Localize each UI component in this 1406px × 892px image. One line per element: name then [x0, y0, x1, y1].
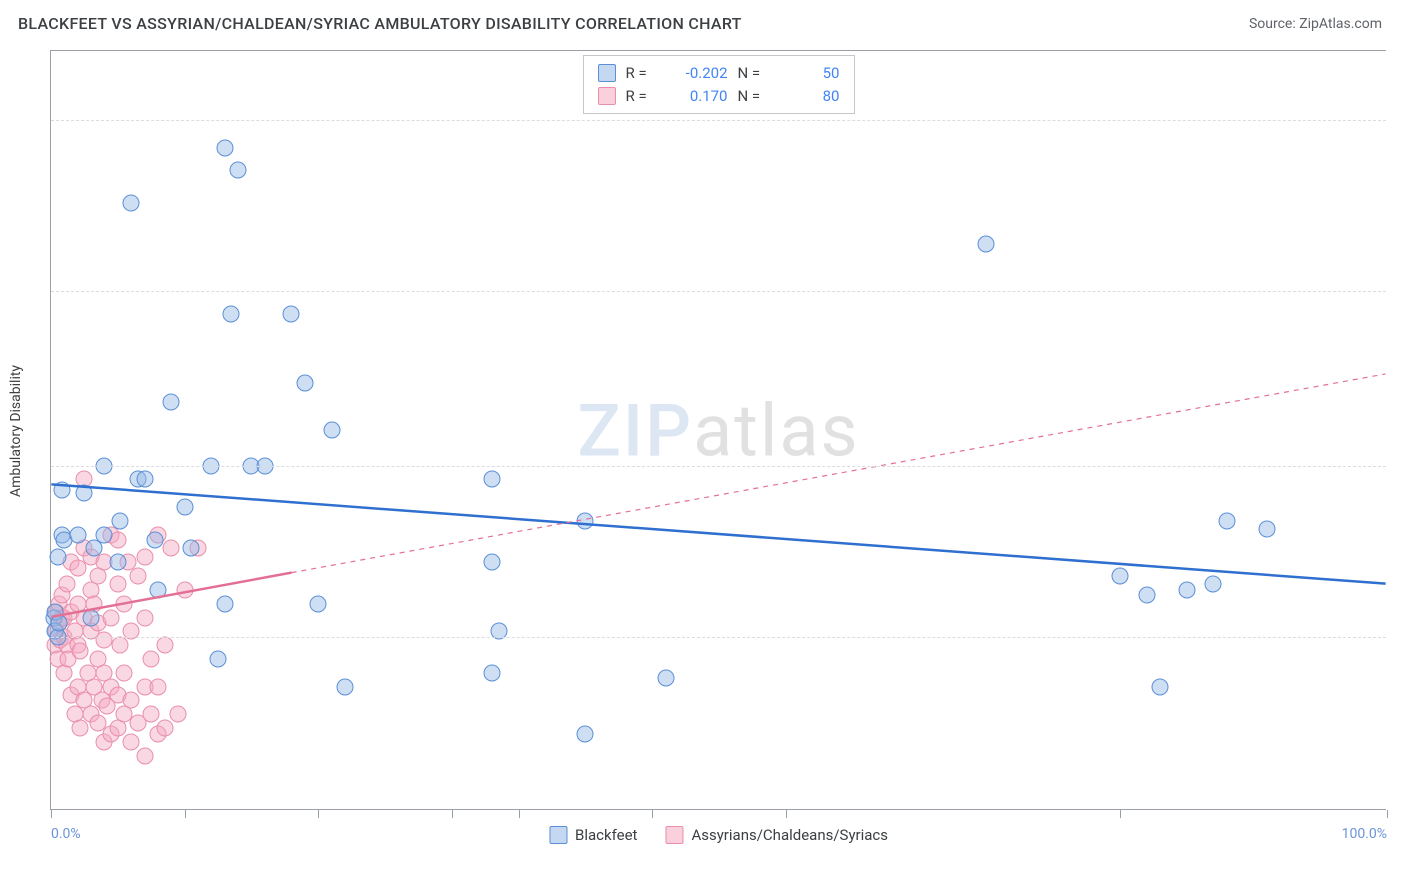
legend-stats-row-2: R = 0.170 N = 80 — [598, 85, 840, 108]
x-tick-label: 100.0% — [1342, 826, 1387, 842]
legend-stats-row-1: R = -0.202 N = 50 — [598, 62, 840, 85]
x-tick — [652, 810, 653, 818]
legend-label-2: Assyrians/Chaldeans/Syriacs — [691, 826, 888, 844]
x-tick — [1387, 810, 1388, 818]
y-tick-label: 6.3% — [1394, 629, 1406, 645]
legend-item-2: Assyrians/Chaldeans/Syriacs — [665, 826, 888, 844]
chart-plot-area: Ambulatory Disability ZIPatlas R = -0.20… — [50, 50, 1386, 810]
x-tick — [786, 810, 787, 818]
y-axis-label: Ambulatory Disability — [8, 364, 24, 496]
x-tick-label: 0.0% — [51, 826, 81, 842]
trend-lines-layer — [51, 51, 1386, 810]
x-tick — [452, 810, 453, 818]
swatch-series-2 — [665, 826, 683, 844]
x-tick — [185, 810, 186, 818]
gridline — [51, 466, 1386, 467]
legend-r-value-2: 0.170 — [668, 85, 728, 108]
legend-stats: R = -0.202 N = 50 R = 0.170 N = 80 — [583, 55, 855, 114]
trend-line — [51, 484, 1385, 583]
swatch-series-1 — [549, 826, 567, 844]
gridline — [51, 637, 1386, 638]
y-tick-label: 12.5% — [1394, 458, 1406, 474]
swatch-series-2 — [598, 87, 616, 105]
trend-line — [51, 573, 291, 617]
x-tick — [519, 810, 520, 818]
x-tick — [318, 810, 319, 818]
legend-series: Blackfeet Assyrians/Chaldeans/Syriacs — [549, 826, 888, 844]
legend-n-label: N = — [738, 85, 770, 108]
legend-n-label: N = — [738, 62, 770, 85]
legend-item-1: Blackfeet — [549, 826, 637, 844]
x-tick — [51, 810, 52, 818]
legend-r-label: R = — [626, 62, 658, 85]
x-tick — [1120, 810, 1121, 818]
legend-n-value-2: 80 — [780, 85, 840, 108]
swatch-series-1 — [598, 64, 616, 82]
gridline — [51, 120, 1386, 121]
gridline — [51, 291, 1386, 292]
y-tick-label: 25.0% — [1394, 112, 1406, 128]
chart-title: BLACKFEET VS ASSYRIAN/CHALDEAN/SYRIAC AM… — [18, 14, 742, 33]
y-tick-label: 18.8% — [1394, 283, 1406, 299]
legend-label-1: Blackfeet — [575, 826, 637, 844]
legend-r-value-1: -0.202 — [668, 62, 728, 85]
legend-n-value-1: 50 — [780, 62, 840, 85]
legend-r-label: R = — [626, 85, 658, 108]
source-attribution: Source: ZipAtlas.com — [1249, 16, 1382, 32]
